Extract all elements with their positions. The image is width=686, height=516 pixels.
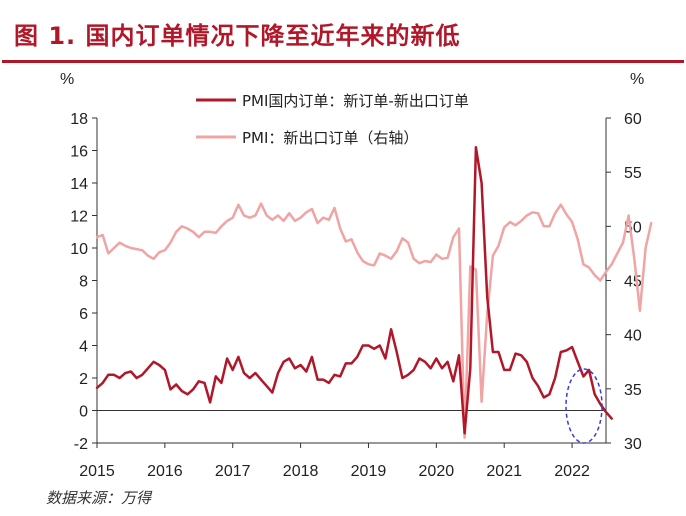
- right-tick-label: 40: [624, 328, 642, 345]
- axis-lines: [96, 118, 607, 444]
- x-tick-label: 2018: [283, 463, 319, 480]
- left-tick-label: 12: [70, 209, 88, 226]
- highlight-ellipse: [565, 368, 603, 444]
- x-tick-label: 2016: [147, 463, 183, 480]
- x-tick-label: 2019: [351, 463, 387, 480]
- title-rule: [2, 60, 684, 63]
- x-tick-label: 2020: [419, 463, 455, 480]
- left-axis-unit: %: [60, 71, 74, 88]
- right-tick-label: 60: [624, 111, 642, 128]
- left-tick-label: 14: [70, 176, 88, 193]
- series-line-domestic-orders: [95, 146, 613, 435]
- left-tick-label: 0: [79, 404, 88, 421]
- legend: PMI国内订单：新订单-新出口订单 PMI：新出口订单（右轴）: [196, 92, 469, 147]
- left-tick-label: 10: [70, 241, 88, 258]
- left-tick-label: 8: [79, 274, 88, 291]
- left-tick-label: 16: [70, 144, 88, 161]
- x-tick-label: 2015: [79, 463, 115, 480]
- right-tick-label: 35: [624, 382, 642, 399]
- right-tick-label: 30: [624, 436, 642, 453]
- chart-title: 图 1. 国内订单情况下降至近年来的新低: [14, 22, 461, 50]
- data-source: 数据来源：万得: [46, 489, 152, 507]
- right-axis-unit: %: [630, 71, 644, 88]
- right-tick-label: 45: [624, 274, 642, 291]
- left-axis-ticks: -2 0 2 4 6 8 10 12 14 16 18: [70, 111, 97, 453]
- left-tick-label: 2: [79, 371, 88, 388]
- x-tick-label: 2021: [486, 463, 522, 480]
- x-tick-label: 2017: [215, 463, 251, 480]
- right-tick-label: 55: [624, 165, 642, 182]
- series-layer: [95, 146, 653, 439]
- series-line-new-export-orders: [95, 202, 653, 439]
- left-tick-label: 6: [79, 306, 88, 323]
- x-tick-label: 2022: [554, 463, 590, 480]
- left-tick-label: 18: [70, 111, 88, 128]
- x-axis-ticks: 2015 2016 2017 2018 2019 2020 2021 2022: [79, 443, 590, 480]
- legend-label-series-2: PMI：新出口订单（右轴）: [242, 129, 418, 147]
- left-tick-label: 4: [79, 339, 88, 356]
- legend-label-series-1: PMI国内订单：新订单-新出口订单: [242, 92, 469, 110]
- left-tick-label: -2: [74, 436, 88, 453]
